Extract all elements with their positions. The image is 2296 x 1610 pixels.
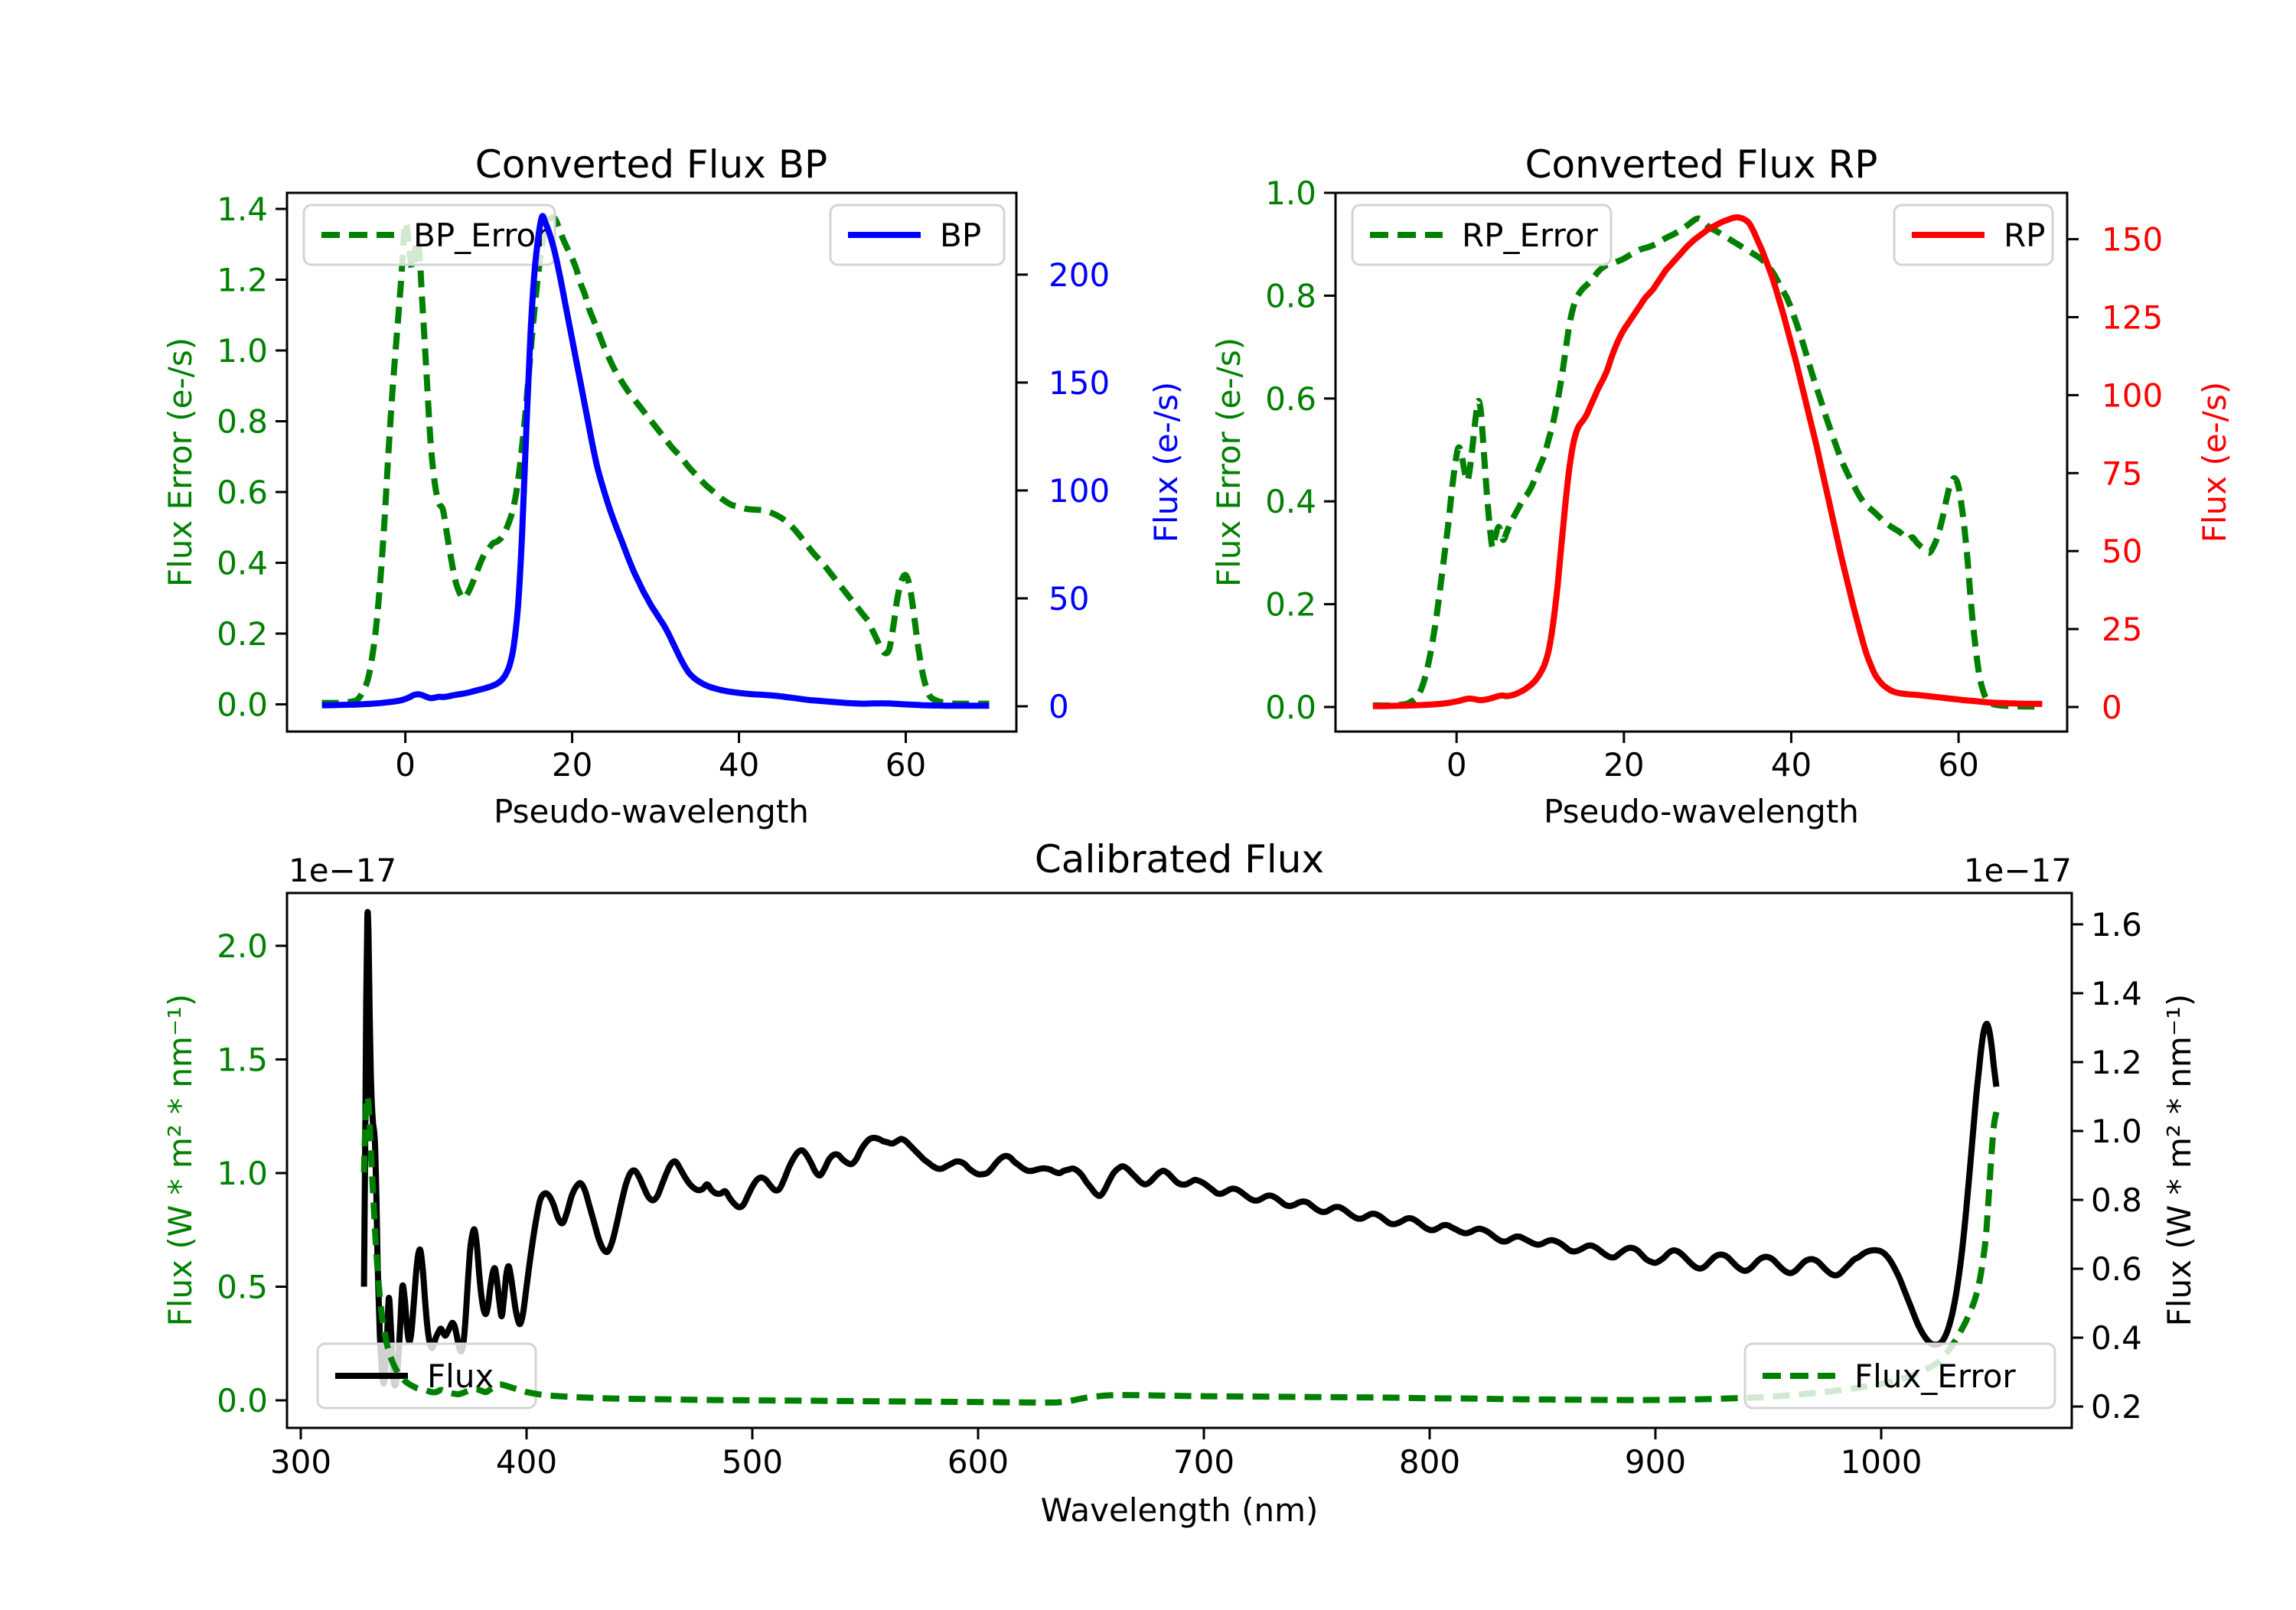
y-right-tick-label: 50 — [1049, 580, 1089, 618]
curve-Flux — [360, 908, 2000, 1389]
y-left-tick-label: 0.6 — [217, 474, 268, 511]
y-right-axis-label: Flux (e-/s) — [1147, 382, 1185, 543]
x-tick-label: 60 — [1938, 746, 1978, 784]
legend-Flux_Error: Flux_Error — [1743, 1342, 2056, 1410]
legend-BP_Error: BP_Error — [302, 204, 556, 266]
y-right-axis-label: Flux (W * m² * nm⁻¹) — [2161, 994, 2198, 1327]
axis-ticks-bp: 0 20 40 60 0.0 0.2 0.4 0.6 0.8 1.0 1.2 1.4 0 50 100 150… — [217, 191, 1110, 784]
x-tick-label: 40 — [719, 746, 759, 784]
y-right-tick-label: 150 — [2102, 221, 2163, 259]
y-left-tick-label: 1.4 — [217, 191, 268, 228]
y-right-tick-label: 25 — [2102, 611, 2142, 648]
x-tick-label: 600 — [947, 1443, 1009, 1481]
y-right-axis-label: Flux (e-/s) — [2196, 382, 2233, 543]
x-tick-label: 20 — [552, 746, 592, 784]
x-axis-label: Pseudo-wavelength — [1544, 793, 1859, 830]
axes-spines — [285, 191, 1018, 733]
offset-text-left: 1e−17 — [289, 852, 396, 889]
x-tick-label: 700 — [1173, 1443, 1234, 1481]
y-left-tick-label: 1.5 — [217, 1041, 268, 1078]
chart-title: Calibrated Flux — [1035, 837, 1324, 882]
y-right-tick-label: 50 — [2102, 533, 2142, 570]
y-right-tick-label: 1.0 — [2091, 1113, 2142, 1150]
x-tick-label: 1000 — [1841, 1443, 1923, 1481]
legend-label: RP_Error — [1462, 217, 1599, 254]
y-left-tick-label: 1.0 — [217, 1155, 268, 1192]
x-axis-label: Wavelength (nm) — [1041, 1491, 1319, 1529]
y-left-tick-label: 0.2 — [217, 615, 268, 653]
legend-RP: RP — [1893, 204, 2054, 266]
x-tick-label: 0 — [395, 746, 416, 784]
curve-BP — [321, 213, 990, 709]
legend-RP_Error: RP_Error — [1351, 204, 1613, 266]
chart-rp: 0 20 40 60 0.0 0.2 0.4 0.6 0.8 1.0 0 25 50 75 100 125 15… — [1210, 142, 2233, 830]
y-left-axis-label: Flux Error (e-/s) — [1210, 337, 1247, 587]
x-tick-label: 20 — [1603, 746, 1644, 784]
axes-spines — [1334, 191, 2069, 733]
chart-bp: 0 20 40 60 0.0 0.2 0.4 0.6 0.8 1.0 1.2 1.4 0 50 100 150… — [161, 142, 1185, 830]
x-tick-label: 300 — [270, 1443, 331, 1481]
offset-text-right: 1e−17 — [1964, 852, 2072, 889]
curve-RP_Error — [1372, 215, 2043, 710]
y-right-tick-label: 100 — [2102, 376, 2163, 414]
y-right-tick-label: 0.2 — [2091, 1388, 2142, 1426]
y-left-tick-label: 0.2 — [1265, 586, 1316, 624]
y-left-tick-label: 0.0 — [1265, 689, 1316, 726]
y-right-tick-label: 0 — [2102, 689, 2122, 726]
axes-spines — [285, 891, 2073, 1429]
x-tick-label: 800 — [1399, 1443, 1460, 1481]
legend-label: Flux_Error — [1854, 1357, 2016, 1395]
y-left-tick-label: 1.0 — [1265, 174, 1316, 212]
legend-label: RP — [2004, 217, 2046, 254]
y-right-tick-label: 1.6 — [2091, 906, 2142, 944]
y-right-tick-label: 150 — [1049, 364, 1110, 402]
axis-ticks-cal: 300 400 500 600 700 800 900 1000 0.0 0.5 1.0 1.5 2.0… — [217, 906, 2142, 1481]
legend-BP: BP — [829, 204, 1006, 266]
y-left-tick-label: 0.8 — [1265, 277, 1316, 315]
y-left-tick-label: 1.2 — [217, 261, 268, 298]
y-right-tick-label: 0.6 — [2091, 1250, 2142, 1288]
y-left-tick-label: 0.0 — [217, 1382, 268, 1419]
legend-box — [1743, 1342, 2056, 1410]
x-tick-label: 40 — [1771, 746, 1812, 784]
y-right-tick-label: 100 — [1049, 472, 1110, 510]
y-right-tick-label: 1.2 — [2091, 1044, 2142, 1081]
y-right-tick-label: 1.4 — [2091, 975, 2142, 1012]
y-right-tick-label: 0 — [1049, 688, 1069, 725]
y-right-tick-label: 200 — [1049, 256, 1110, 294]
curve-RP — [1372, 214, 2043, 709]
x-tick-label: 400 — [496, 1443, 557, 1481]
curve-BP_Error — [321, 214, 990, 707]
y-left-axis-label: Flux Error (e-/s) — [161, 337, 199, 587]
y-left-tick-label: 0.0 — [217, 686, 268, 723]
chart-title: Converted Flux BP — [475, 142, 827, 187]
legend-label: BP_Error — [413, 217, 550, 254]
y-right-tick-label: 75 — [2102, 455, 2142, 492]
y-left-tick-label: 0.6 — [1265, 380, 1316, 418]
x-tick-label: 60 — [885, 746, 926, 784]
axis-ticks-rp: 0 20 40 60 0.0 0.2 0.4 0.6 0.8 1.0 0 25 50 75 100 125 15… — [1265, 174, 2163, 784]
y-left-axis-label: Flux (W * m² * nm⁻¹) — [161, 994, 199, 1327]
chart-title: Converted Flux RP — [1525, 142, 1878, 187]
legend-box — [302, 204, 556, 266]
y-left-tick-label: 1.0 — [217, 332, 268, 370]
x-tick-label: 0 — [1446, 746, 1467, 784]
y-right-tick-label: 125 — [2102, 298, 2163, 336]
legend-label: BP — [940, 217, 981, 254]
y-left-tick-label: 2.0 — [217, 927, 268, 965]
legend-Flux: Flux — [316, 1342, 537, 1410]
y-left-tick-label: 0.5 — [217, 1269, 268, 1306]
x-axis-label: Pseudo-wavelength — [494, 793, 809, 830]
x-tick-label: 900 — [1625, 1443, 1686, 1481]
x-tick-label: 500 — [722, 1443, 783, 1481]
y-left-tick-label: 0.4 — [1265, 483, 1316, 520]
chart-cal: 300 400 500 600 700 800 900 1000 0.0 0.5 1.0 1.5 2.0… — [161, 837, 2198, 1529]
y-right-tick-label: 0.8 — [2091, 1181, 2142, 1219]
legend-box — [1351, 204, 1613, 266]
y-right-tick-label: 0.4 — [2091, 1319, 2142, 1357]
y-left-tick-label: 0.4 — [217, 544, 268, 582]
y-left-tick-label: 0.8 — [217, 402, 268, 440]
